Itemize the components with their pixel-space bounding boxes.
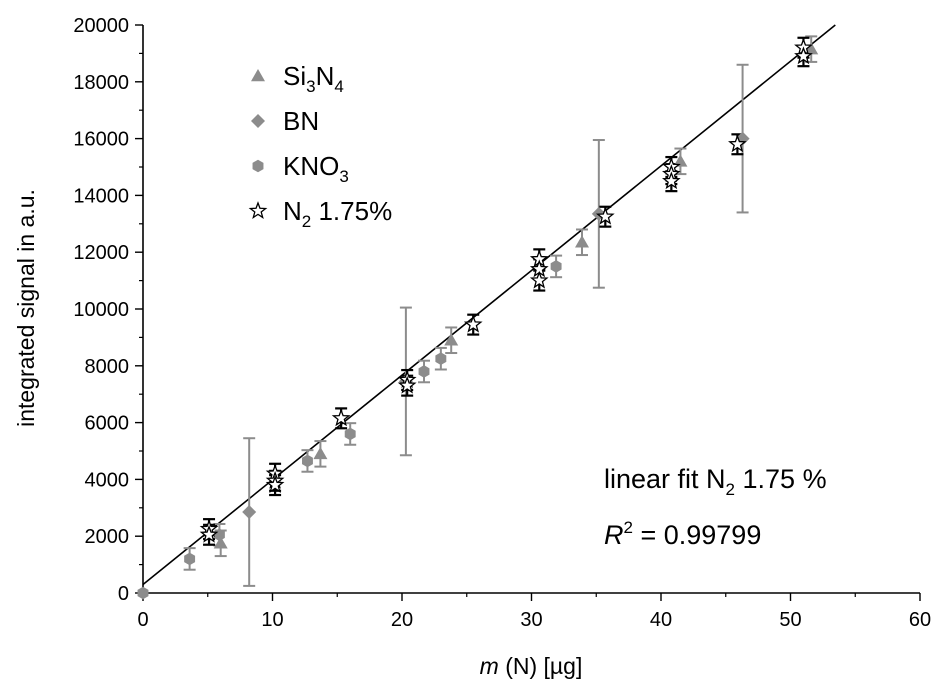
marker-kno3 bbox=[435, 352, 447, 365]
legend-marker-n2 bbox=[248, 201, 268, 219]
marker-n2 bbox=[661, 171, 681, 190]
legend-label-bn: BN bbox=[283, 106, 319, 136]
x-tick-label: 0 bbox=[137, 609, 148, 631]
legend: Si3N4 BN KNO3 N2 1.75% bbox=[248, 61, 392, 231]
y-tick-label: 20000 bbox=[73, 15, 129, 37]
marker-n2 bbox=[331, 408, 351, 427]
marker-n2 bbox=[595, 206, 615, 225]
fit-line-layer bbox=[142, 24, 836, 586]
x-tick-label: 60 bbox=[909, 609, 931, 631]
marker-n2 bbox=[199, 524, 219, 543]
y-tick-label: 14000 bbox=[73, 185, 129, 207]
marker-si3n4 bbox=[213, 536, 228, 549]
marker-si3n4 bbox=[313, 446, 328, 460]
legend-label-kno3: KNO3 bbox=[283, 151, 349, 186]
y-tick-label: 4000 bbox=[85, 469, 130, 491]
marker-kno3 bbox=[213, 528, 225, 542]
marker-kno3 bbox=[550, 260, 562, 273]
marker-n2 bbox=[529, 270, 549, 289]
marker-kno3 bbox=[418, 365, 430, 378]
marker-si3n4 bbox=[673, 154, 688, 167]
legend-marker-kno3 bbox=[252, 159, 264, 173]
y-tick-label: 10000 bbox=[73, 299, 129, 321]
marker-n2 bbox=[794, 46, 813, 65]
legend-marker-si3n4 bbox=[251, 69, 265, 82]
x-tick-label: 30 bbox=[520, 609, 542, 631]
marker-kno3 bbox=[137, 586, 149, 600]
legend-marker-bn bbox=[251, 114, 265, 128]
marker-si3n4 bbox=[444, 333, 459, 346]
fit-annotation: linear fit N2 1.75 % bbox=[604, 464, 827, 499]
y-tick-label: 12000 bbox=[73, 242, 129, 264]
y-tick-label: 18000 bbox=[73, 72, 129, 94]
legend-label-n2: N2 1.75% bbox=[283, 196, 392, 231]
y-tick-label: 0 bbox=[118, 583, 129, 605]
marker-n2 bbox=[397, 375, 417, 394]
y-tick-label: 8000 bbox=[85, 356, 130, 378]
y-axis-title: integrated signal in a.u. bbox=[13, 189, 39, 427]
legend-label-si3n4: Si3N4 bbox=[283, 61, 344, 96]
data-markers bbox=[137, 37, 819, 600]
marker-kno3 bbox=[302, 454, 313, 468]
y-tick-label: 6000 bbox=[85, 413, 130, 435]
marker-n2 bbox=[728, 134, 747, 153]
y-tick-label: 16000 bbox=[73, 129, 129, 151]
marker-n2 bbox=[265, 475, 285, 494]
linear-fit-line bbox=[142, 24, 836, 586]
x-tick-label: 20 bbox=[391, 609, 413, 631]
x-tick-label: 50 bbox=[779, 609, 801, 631]
r-squared-annotation: R2 = 0.99799 bbox=[604, 518, 761, 550]
marker-si3n4 bbox=[575, 235, 590, 248]
marker-kno3 bbox=[184, 552, 196, 566]
marker-n2 bbox=[463, 314, 483, 333]
marker-bn bbox=[242, 505, 257, 520]
y-tick-label: 2000 bbox=[85, 526, 130, 548]
axes: 0 10 20 30 40 50 60 0 2000 4000 6000 8000 10000 12000… bbox=[73, 15, 931, 631]
marker-kno3 bbox=[344, 427, 356, 441]
x-tick-label: 10 bbox=[261, 609, 283, 631]
error-bars bbox=[183, 35, 818, 587]
x-axis-title: m (N) [µg] bbox=[480, 653, 583, 679]
x-tick-label: 40 bbox=[650, 609, 672, 631]
